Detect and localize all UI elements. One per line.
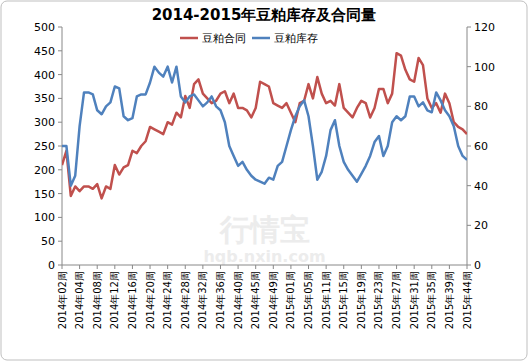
x-tick: [185, 265, 186, 269]
x-tick-label: 2015年15周: [338, 271, 349, 329]
plot-area: [62, 53, 467, 198]
series-line: [62, 53, 467, 198]
x-tick-label: 2014年12周: [109, 271, 120, 329]
x-tick-label: 2014年40周: [233, 271, 244, 329]
x-tick-label: 2015年11周: [321, 271, 332, 329]
x-tick-label: 2015年31周: [409, 271, 420, 329]
x-tick-label: 2014年02周: [57, 271, 68, 329]
x-tick-label: 2014年04周: [74, 271, 85, 329]
y-tick-label: 450: [34, 45, 55, 58]
x-tick: [326, 265, 327, 269]
x-tick-label: 2015年19周: [356, 271, 367, 329]
chart-frame: [1, 1, 527, 360]
y2-tick: [467, 265, 471, 266]
x-tick-label: 2015年35周: [426, 271, 437, 329]
y2-tick-label: 80: [474, 100, 488, 113]
legend-swatch: [180, 37, 198, 40]
x-tick: [132, 265, 133, 269]
y2-tick: [467, 27, 471, 28]
y2-tick: [467, 185, 471, 186]
y2-tick-label: 20: [474, 219, 488, 232]
y-tick-label: 100: [34, 211, 55, 224]
x-tick-label: 2014年08周: [92, 271, 103, 329]
x-tick: [273, 265, 274, 269]
legend-label: 豆粕合同: [202, 32, 246, 45]
y-tick: [58, 50, 62, 51]
y-tick: [58, 217, 62, 218]
x-tick-label: 2014年28周: [180, 271, 191, 329]
x-tick-label: 2014年24周: [162, 271, 173, 329]
y-tick: [58, 146, 62, 147]
watermark: 行情宝: [219, 212, 310, 247]
x-tick: [114, 265, 115, 269]
x-tick-label: 2014年20周: [145, 271, 156, 329]
x-tick: [290, 265, 291, 269]
y2-tick: [467, 66, 471, 67]
x-tick-label: 2015年01周: [285, 271, 296, 329]
y-tick: [58, 27, 62, 28]
x-tick: [97, 265, 98, 269]
x-axis: [62, 265, 467, 266]
x-tick-label: 2014年36周: [215, 271, 226, 329]
x-tick-label: 2014年49周: [268, 271, 279, 329]
x-tick-label: 2015年44周: [462, 271, 473, 329]
series-line: [62, 67, 467, 186]
y-tick: [58, 98, 62, 99]
watermark: hqb.nxin.com: [203, 247, 325, 266]
x-tick: [343, 265, 344, 269]
y-tick-label: 0: [48, 259, 55, 272]
x-tick-label: 2014年45周: [250, 271, 261, 329]
chart: 行情宝hqb.nxin.com 2014-2015年豆粕库存及合同量 0 50 100 1…: [0, 0, 528, 361]
legend-label: 豆粕库存: [274, 32, 318, 45]
y2-tick-label: 120: [474, 21, 495, 34]
title: 2014-2015年豆粕库存及合同量: [152, 6, 377, 24]
x-tick: [167, 265, 168, 269]
y2-tick: [467, 225, 471, 226]
x-tick: [431, 265, 432, 269]
y-tick-label: 200: [34, 164, 55, 177]
y-tick: [58, 169, 62, 170]
x-tick: [414, 265, 415, 269]
y2-tick-label: 0: [474, 259, 481, 272]
x-tick-label: 2015年23周: [373, 271, 384, 329]
y-tick: [58, 265, 62, 266]
x-tick-label: 2014年16周: [127, 271, 138, 329]
y2-tick-label: 40: [474, 180, 488, 193]
y-tick-label: 400: [34, 69, 55, 82]
x-tick: [308, 265, 309, 269]
y-tick: [58, 122, 62, 123]
y-tick-label: 300: [34, 116, 55, 129]
x-tick: [449, 265, 450, 269]
y-tick-label: 50: [41, 235, 55, 248]
x-tick: [396, 265, 397, 269]
y-tick: [58, 193, 62, 194]
y2-tick: [467, 106, 471, 107]
x-tick: [238, 265, 239, 269]
y2-tick: [467, 146, 471, 147]
x-tick: [467, 265, 468, 269]
x-tick: [361, 265, 362, 269]
x-tick: [255, 265, 256, 269]
x-tick: [220, 265, 221, 269]
y-tick-label: 500: [34, 21, 55, 34]
x-tick: [79, 265, 80, 269]
x-tick-label: 2015年27周: [391, 271, 402, 329]
x-tick: [378, 265, 379, 269]
x-tick: [150, 265, 151, 269]
y-tick-label: 350: [34, 92, 55, 105]
x-tick-label: 2015年05周: [303, 271, 314, 329]
x-tick: [202, 265, 203, 269]
y-tick-label: 150: [34, 188, 55, 201]
y-tick: [58, 241, 62, 242]
y-tick-label: 250: [34, 140, 55, 153]
y2-tick-label: 100: [474, 61, 495, 74]
x-tick-label: 2014年32周: [197, 271, 208, 329]
x-tick: [62, 265, 63, 269]
y2-tick-label: 60: [474, 140, 488, 153]
legend-swatch: [252, 37, 270, 40]
x-tick-label: 2015年39周: [444, 271, 455, 329]
y-tick: [58, 74, 62, 75]
